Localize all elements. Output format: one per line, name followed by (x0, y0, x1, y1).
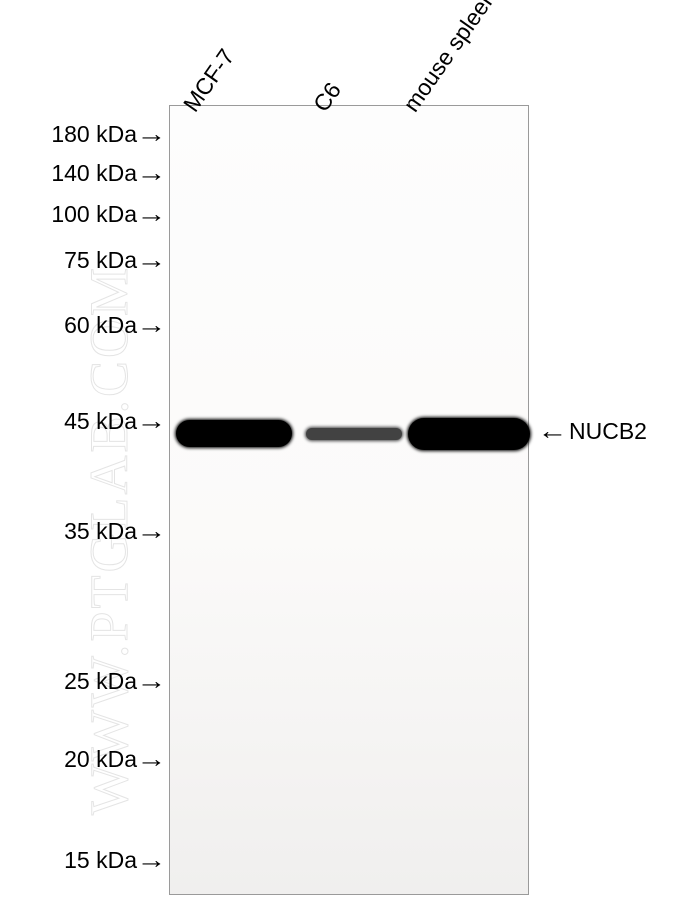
arrow-right-icon: → (137, 248, 167, 273)
arrow-right-icon: → (137, 161, 167, 186)
lane-label: mouse spleen (398, 0, 502, 117)
mw-marker-label: 25 kDa (44, 668, 137, 695)
arrow-right-icon: → (137, 313, 167, 338)
mw-marker-label: 180 kDa (44, 121, 137, 148)
figure-canvas: { "figure": { "type": "western-blot", "d… (0, 0, 700, 903)
mw-marker-label: 15 kDa (44, 847, 137, 874)
mw-marker-label: 45 kDa (44, 408, 137, 435)
arrow-right-icon: → (137, 122, 167, 147)
target-protein-label: ← NUCB2 (540, 418, 647, 445)
arrow-right-icon: → (137, 519, 167, 544)
arrow-left-icon: ← (538, 419, 568, 444)
protein-band (306, 428, 402, 440)
mw-marker-label: 60 kDa (44, 312, 137, 339)
mw-marker: 60 kDa→ (44, 312, 164, 339)
mw-marker: 20 kDa→ (44, 746, 164, 773)
mw-marker: 100 kDa→ (44, 201, 164, 228)
arrow-right-icon: → (137, 747, 167, 772)
mw-marker-label: 75 kDa (44, 247, 137, 274)
mw-marker: 45 kDa→ (44, 408, 164, 435)
blot-membrane (169, 105, 529, 895)
mw-marker-label: 100 kDa (44, 201, 137, 228)
mw-marker-label: 140 kDa (44, 160, 137, 187)
protein-band (176, 420, 292, 447)
mw-marker: 25 kDa→ (44, 668, 164, 695)
arrow-right-icon: → (137, 409, 167, 434)
mw-marker: 75 kDa→ (44, 247, 164, 274)
mw-marker: 35 kDa→ (44, 518, 164, 545)
mw-marker: 140 kDa→ (44, 160, 164, 187)
mw-marker: 15 kDa→ (44, 847, 164, 874)
arrow-right-icon: → (137, 848, 167, 873)
mw-marker-label: 20 kDa (44, 746, 137, 773)
mw-marker: 180 kDa→ (44, 121, 164, 148)
arrow-right-icon: → (137, 669, 167, 694)
mw-marker-label: 35 kDa (44, 518, 137, 545)
arrow-right-icon: → (137, 202, 167, 227)
protein-band (408, 418, 530, 450)
target-protein-text: NUCB2 (569, 418, 647, 445)
